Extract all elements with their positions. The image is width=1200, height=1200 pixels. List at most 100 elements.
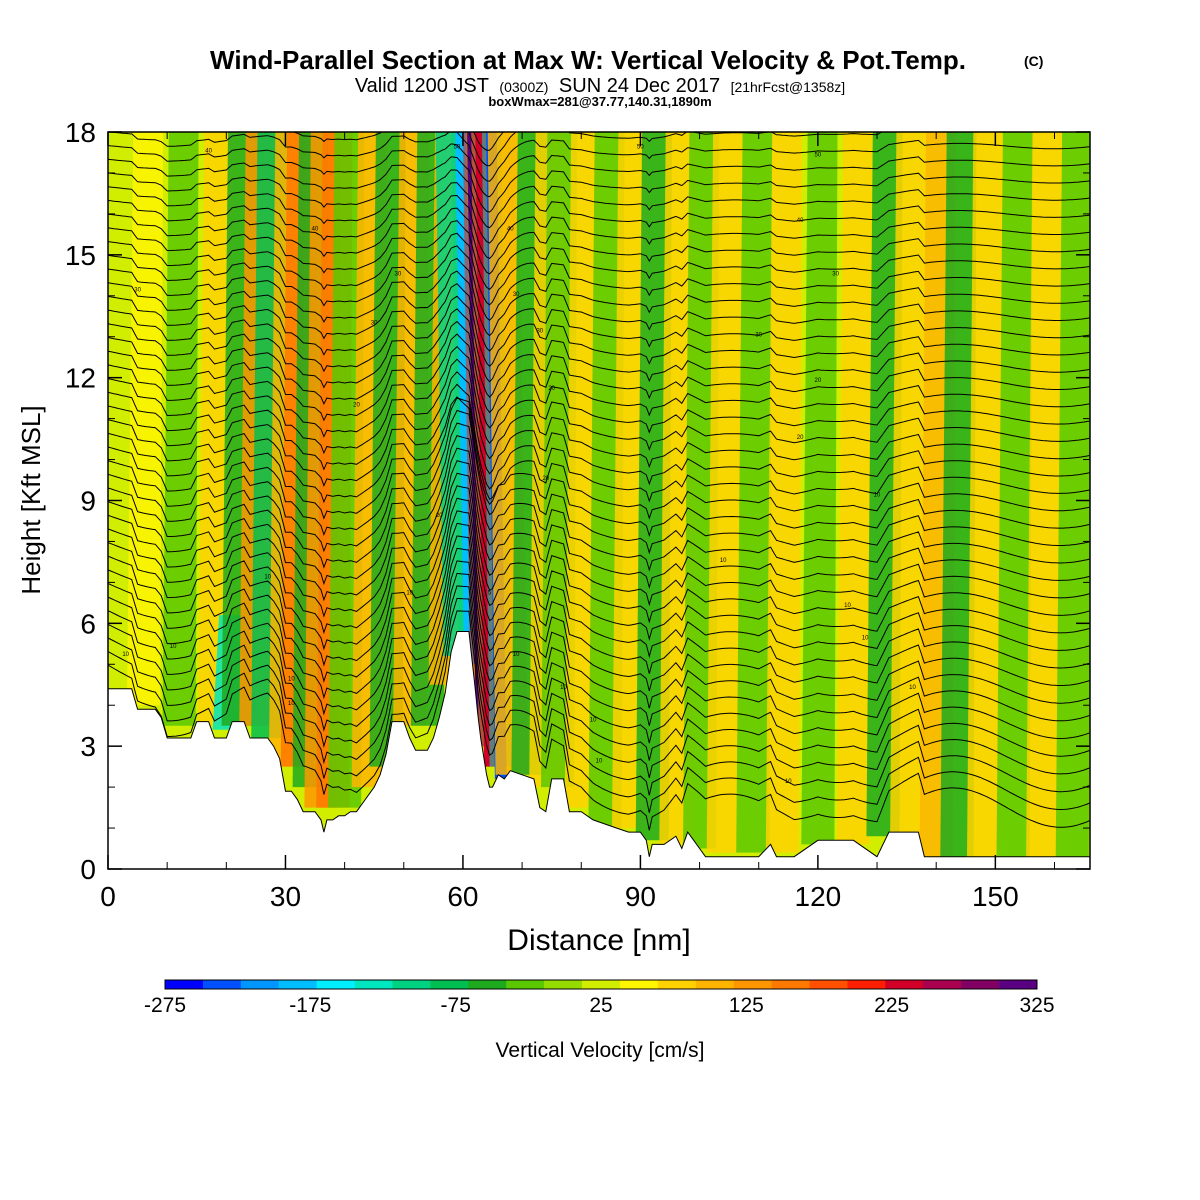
x-tick-label: 90 xyxy=(625,881,656,912)
velocity-band xyxy=(996,132,1033,857)
x-tick-label: 60 xyxy=(447,881,478,912)
velocity-band xyxy=(1026,132,1063,857)
x-axis-label: Distance [nm] xyxy=(507,924,690,957)
isentrope-label: 10 xyxy=(844,603,851,609)
isentrope-label: 20 xyxy=(542,476,549,482)
isentrope xyxy=(108,585,1090,796)
colorbar-swatch xyxy=(733,980,772,989)
colorbar-frame xyxy=(164,979,1038,990)
colorbar-tick-label: -75 xyxy=(441,994,471,1017)
valid-time: Valid 1200 JST xyxy=(355,75,489,97)
isentrope xyxy=(108,232,1090,306)
colorbar-swatch xyxy=(430,980,469,989)
isentrope xyxy=(108,396,1090,520)
isentrope-label: 10 xyxy=(862,636,869,642)
velocity-band xyxy=(836,132,873,845)
isentrope xyxy=(108,547,1090,744)
isentrope xyxy=(108,371,1090,486)
colorbar-swatch xyxy=(695,980,734,989)
isentrope xyxy=(108,560,1090,761)
colorbar-swatch xyxy=(544,980,583,989)
velocity-band xyxy=(126,132,164,706)
isentrope-label: 40 xyxy=(507,226,514,232)
colorbar-swatch xyxy=(619,980,659,989)
isentrope xyxy=(108,497,1090,674)
isentrope-label: 10 xyxy=(596,759,603,765)
isentrope-label: 40 xyxy=(205,149,212,155)
colorbar-swatch xyxy=(885,980,924,989)
velocity-band xyxy=(1055,132,1090,857)
isentrope xyxy=(108,409,1090,555)
isentrope-label: 10 xyxy=(560,685,567,691)
colorbar-tick-label: 25 xyxy=(589,994,612,1017)
colorbar-swatch xyxy=(582,980,621,989)
velocity-band xyxy=(967,132,1004,857)
isentrope-labels: 10 40 50 50 50 40 40 40 30 30 30 30 30 30 30 20 20 20 20 20… xyxy=(122,144,916,785)
isentrope-label: 50 xyxy=(637,144,644,150)
isentrope-label: 10 xyxy=(406,591,413,597)
isentrope-label: 20 xyxy=(436,513,443,519)
y-tick-label: 15 xyxy=(65,240,96,271)
isentrope-label: 20 xyxy=(797,435,804,441)
isentrope xyxy=(108,283,1090,368)
isentrope xyxy=(108,610,1090,831)
isentrope-label: 50 xyxy=(815,153,822,159)
isentrope xyxy=(167,132,1064,167)
colorbar-swatch xyxy=(657,980,697,989)
isentrope xyxy=(108,358,1090,469)
isentrope xyxy=(108,535,1090,726)
colorbar-swatch xyxy=(506,980,545,989)
isentrope-label: 20 xyxy=(815,378,822,384)
isentrope-label: 30 xyxy=(395,271,402,277)
isentrope-label: 10 xyxy=(909,685,916,691)
colorbar-swatch xyxy=(923,980,962,989)
isentrope xyxy=(108,207,1090,275)
isentrope xyxy=(108,422,1090,572)
isentrope-label: 10 xyxy=(590,718,597,724)
colorbar-swatch xyxy=(202,980,242,989)
colorbar-swatch xyxy=(961,980,1000,989)
forecast-run: [21hrFcst@1358z] xyxy=(731,79,846,95)
y-axis-label: Height [Kft MSL] xyxy=(16,405,46,594)
plot-area: 10 40 50 50 50 40 40 40 30 30 30 30 30 30 30 20 20 20 20 20… xyxy=(108,132,1090,869)
isentrope-label: 10 xyxy=(513,652,520,658)
x-tick-label: 30 xyxy=(270,881,301,912)
isentrope xyxy=(108,169,1090,229)
y-tick-label: 6 xyxy=(80,608,96,639)
isentrope xyxy=(108,308,1090,400)
axes: 0 30 60 90 120 150 0 3 6 9 12 15 18 xyxy=(65,117,1090,912)
y-tick-label: 9 xyxy=(80,486,96,517)
isentrope-label: 50 xyxy=(454,144,461,150)
isentrope xyxy=(108,397,1090,538)
colorbar-tick-label: 225 xyxy=(874,994,909,1017)
isentrope-label: 10 xyxy=(170,644,177,650)
colorbar-swatch xyxy=(392,980,431,989)
isentrope xyxy=(108,220,1090,291)
colorbar-swatch xyxy=(316,980,355,989)
isentrope-label: 30 xyxy=(513,292,520,298)
colorbar-swatch xyxy=(278,980,317,989)
colorbar-swatch xyxy=(999,980,1038,989)
isentrope-label: 10 xyxy=(288,701,295,707)
isentrope xyxy=(108,460,1090,624)
colorbar-swatch xyxy=(468,980,507,989)
isentrope xyxy=(108,597,1090,813)
copyright-mark: (C) xyxy=(1024,53,1043,69)
isentrope-label: 10 xyxy=(785,779,792,785)
y-tick-label: 0 xyxy=(80,854,96,885)
isentrope-label: 10 xyxy=(720,558,727,564)
isentrope xyxy=(108,447,1090,607)
isentrope-label: 10 xyxy=(122,652,129,658)
colorbar-tick-label: 125 xyxy=(729,994,764,1017)
colorbar-swatch xyxy=(240,980,280,989)
terrain-mask xyxy=(108,631,1090,869)
isentrope-label: 30 xyxy=(371,320,378,326)
isentrope xyxy=(108,522,1090,709)
isentrope xyxy=(108,182,1090,244)
zulu-time: (0300Z) xyxy=(499,79,548,95)
isentrope-label: 5 xyxy=(488,591,492,597)
colorbar: -275 -175 -75 25 125 225 325 xyxy=(144,979,1055,1017)
isentrope-label: 20 xyxy=(353,402,360,408)
isentrope-label: 10 xyxy=(288,677,295,683)
